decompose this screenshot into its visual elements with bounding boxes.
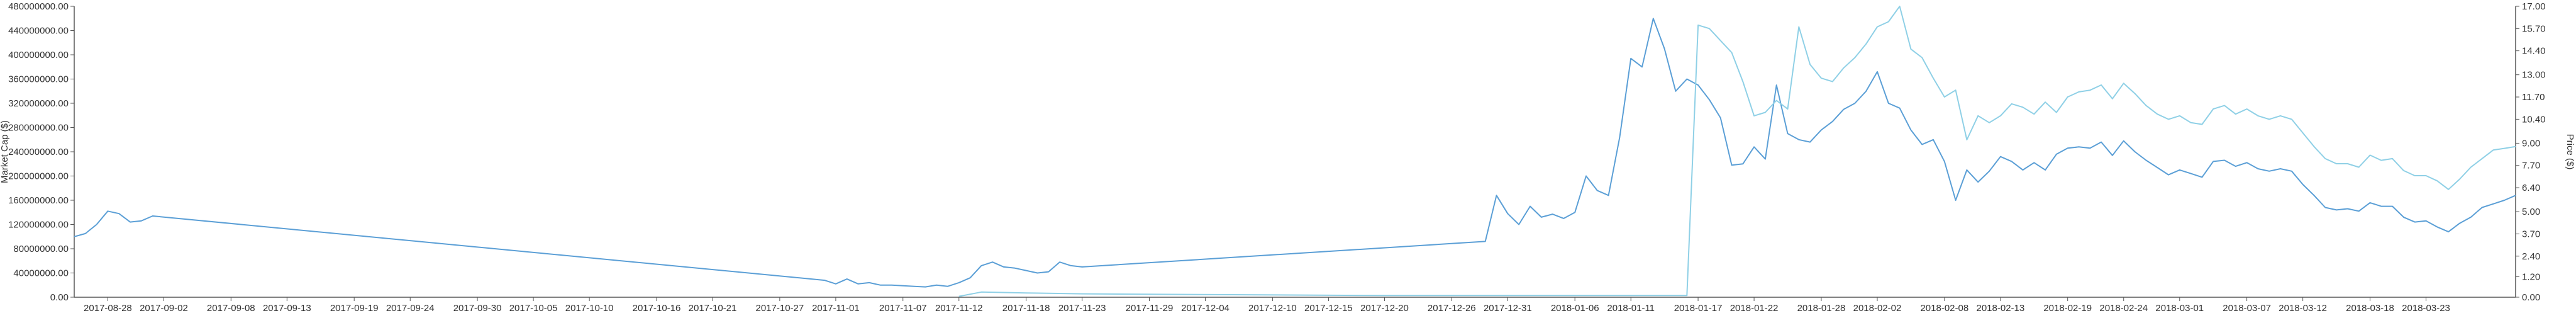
x-tick-label: 2018-01-28 — [1797, 303, 1846, 314]
left-y-tick-label: 280000000.00 — [8, 123, 69, 133]
right-y-tick-label: 5.00 — [2522, 207, 2540, 217]
left-y-tick-label: 240000000.00 — [8, 147, 69, 157]
x-tick-label: 2018-03-07 — [2223, 303, 2271, 314]
x-tick-label: 2018-02-08 — [1920, 303, 1968, 314]
right-y-tick-label: 2.40 — [2522, 251, 2540, 262]
x-tick-label: 2017-09-30 — [453, 303, 502, 314]
x-tick-label: 2017-12-04 — [1181, 303, 1230, 314]
left-y-tick-label: 200000000.00 — [8, 171, 69, 182]
market-cap-series-line — [74, 18, 2516, 288]
x-tick-label: 2017-11-18 — [1002, 303, 1050, 314]
right-y-tick-label: 11.70 — [2522, 92, 2545, 103]
right-y-tick-label: 7.70 — [2522, 161, 2540, 171]
right-y-tick-label: 15.70 — [2522, 23, 2546, 34]
left-y-tick-label: 440000000.00 — [8, 26, 69, 37]
x-tick-label: 2017-10-10 — [565, 303, 614, 314]
x-tick-label: 2018-01-17 — [1674, 303, 1723, 314]
x-tick-label: 2018-03-12 — [2279, 303, 2327, 314]
x-tick-label: 2017-12-20 — [1360, 303, 1409, 314]
x-tick-label: 2018-02-24 — [2099, 303, 2148, 314]
right-y-tick-label: 0.00 — [2522, 292, 2540, 303]
series-layer — [74, 6, 2516, 297]
x-tick-label: 2017-11-01 — [812, 303, 860, 314]
left-y-axis-title: Market Cap ($) — [0, 120, 10, 183]
x-tick-label: 2018-03-23 — [2402, 303, 2450, 314]
x-tick-label: 2017-11-07 — [879, 303, 927, 314]
x-tick-label: 2017-12-15 — [1304, 303, 1353, 314]
x-tick-label: 2017-08-28 — [84, 303, 132, 314]
left-y-tick-label: 120000000.00 — [8, 220, 69, 230]
x-tick-label: 2017-09-13 — [263, 303, 311, 314]
right-y-tick-label: 17.00 — [2522, 1, 2546, 12]
x-tick-label: 2018-02-19 — [2043, 303, 2092, 314]
x-tick-label: 2017-12-26 — [1428, 303, 1476, 314]
right-y-tick-label: 13.00 — [2522, 70, 2546, 81]
left-y-tick-label: 160000000.00 — [8, 195, 69, 206]
x-tick-label: 2017-10-16 — [633, 303, 681, 314]
right-y-axis-ticks: 0.00 1.20 2.40 3.70 5.00 6.40 7.70 9.00 10.40 11.… — [2516, 1, 2546, 303]
right-y-tick-label: 6.40 — [2522, 183, 2540, 193]
x-tick-label: 2017-12-10 — [1248, 303, 1297, 314]
x-tick-label: 2018-01-06 — [1551, 303, 1599, 314]
x-tick-label: 2018-02-02 — [1853, 303, 1902, 314]
x-tick-label: 2017-10-27 — [755, 303, 804, 314]
left-y-axis-ticks: 0.00 40000000.00 80000000.00 120000000.00 16… — [8, 1, 74, 303]
left-y-tick-label: 400000000.00 — [8, 50, 69, 60]
right-y-tick-label: 1.20 — [2522, 271, 2540, 282]
right-y-tick-label: 10.40 — [2522, 114, 2546, 125]
left-y-tick-label: 360000000.00 — [8, 74, 69, 85]
x-tick-label: 2017-09-24 — [386, 303, 435, 314]
x-tick-label: 2017-12-31 — [1484, 303, 1532, 314]
x-tick-label: 2017-09-02 — [140, 303, 188, 314]
left-y-tick-label: 480000000.00 — [8, 1, 69, 12]
x-tick-label: 2017-11-29 — [1126, 303, 1174, 314]
right-y-tick-label: 14.40 — [2522, 46, 2546, 57]
right-y-axis-title: Price ($) — [2565, 134, 2575, 170]
x-tick-label: 2017-11-12 — [935, 303, 983, 314]
x-tick-label: 2017-11-23 — [1058, 303, 1106, 314]
x-tick-label: 2018-03-01 — [2155, 303, 2204, 314]
right-y-tick-label: 9.00 — [2522, 138, 2540, 149]
x-tick-label: 2017-10-21 — [689, 303, 737, 314]
x-tick-label: 2018-02-13 — [1976, 303, 2024, 314]
x-tick-label: 2018-01-11 — [1607, 303, 1655, 314]
right-y-tick-label: 3.70 — [2522, 229, 2540, 239]
left-y-tick-label: 320000000.00 — [8, 98, 69, 109]
x-axis-ticks: 2017-08-28 2017-09-02 2017-09-08 2017-09-13… — [84, 297, 2450, 314]
x-tick-label: 2018-01-22 — [1730, 303, 1779, 314]
price-series-line — [958, 6, 2516, 297]
x-tick-label: 2017-09-08 — [207, 303, 255, 314]
left-y-tick-label: 80000000.00 — [13, 244, 69, 254]
left-y-tick-label: 40000000.00 — [13, 268, 69, 279]
x-tick-label: 2017-10-05 — [509, 303, 558, 314]
left-y-tick-label: 0.00 — [50, 292, 69, 303]
x-tick-label: 2017-09-19 — [330, 303, 379, 314]
x-tick-label: 2018-03-18 — [2346, 303, 2394, 314]
